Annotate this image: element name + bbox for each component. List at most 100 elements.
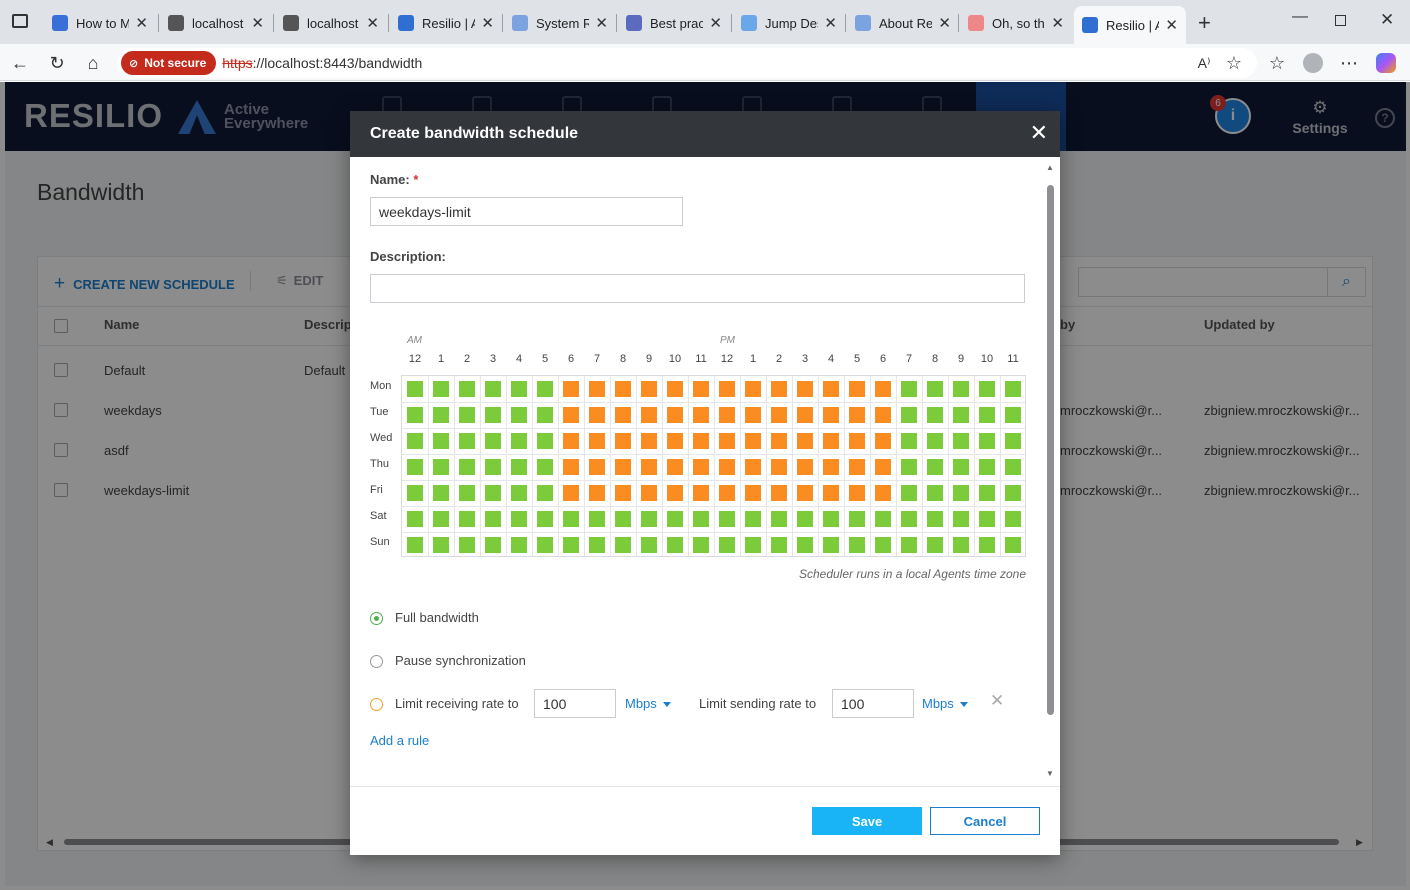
nav-settings[interactable]: ⚙ Settings (1283, 98, 1357, 136)
schedule-cell[interactable] (719, 407, 735, 423)
url-field[interactable]: ⊘ Not secure https://localhost:8443/bandw… (117, 48, 1257, 78)
schedule-cell[interactable] (511, 537, 527, 553)
schedule-cell[interactable] (485, 511, 501, 527)
schedule-cell[interactable] (797, 407, 813, 423)
schedule-cell[interactable] (797, 381, 813, 397)
schedule-cell[interactable] (615, 381, 631, 397)
schedule-cell[interactable] (641, 485, 657, 501)
name-input[interactable]: weekdays-limit (370, 197, 683, 226)
copilot-icon[interactable] (1374, 51, 1398, 75)
schedule-cell[interactable] (615, 511, 631, 527)
schedule-cell[interactable] (459, 381, 475, 397)
close-icon[interactable]: ✕ (1029, 120, 1048, 145)
schedule-cell[interactable] (407, 407, 423, 423)
schedule-cell[interactable] (745, 381, 761, 397)
schedule-cell[interactable] (615, 459, 631, 475)
description-input[interactable] (370, 274, 1025, 303)
schedule-cell[interactable] (693, 433, 709, 449)
schedule-cell[interactable] (511, 433, 527, 449)
schedule-cell[interactable] (693, 459, 709, 475)
schedule-cell[interactable] (771, 433, 787, 449)
schedule-cell[interactable] (641, 407, 657, 423)
schedule-cell[interactable] (745, 459, 761, 475)
schedule-cell[interactable] (771, 381, 787, 397)
schedule-cell[interactable] (407, 433, 423, 449)
tab-actions-icon[interactable] (12, 14, 28, 28)
schedule-cell[interactable] (537, 459, 553, 475)
schedule-cell[interactable] (953, 459, 969, 475)
tab-close-icon[interactable]: ✕ (938, 15, 951, 32)
schedule-cell[interactable] (537, 381, 553, 397)
schedule-cell[interactable] (693, 511, 709, 527)
schedule-cell[interactable] (537, 407, 553, 423)
full-bandwidth-radio[interactable] (370, 612, 383, 625)
schedule-cell[interactable] (771, 537, 787, 553)
schedule-cell[interactable] (667, 537, 683, 553)
tab-close-icon[interactable]: ✕ (1165, 17, 1178, 34)
edit-button[interactable]: ⚟ EDIT (276, 273, 323, 289)
schedule-cell[interactable] (875, 381, 891, 397)
scrollbar-thumb[interactable] (1047, 185, 1054, 715)
dialog-scrollbar[interactable]: ▲ ▼ (1046, 163, 1054, 778)
favorite-star-icon[interactable]: ☆ (1225, 52, 1243, 73)
schedule-cell[interactable] (745, 433, 761, 449)
home-icon[interactable]: ⌂ (87, 52, 99, 73)
schedule-cell[interactable] (745, 407, 761, 423)
schedule-cell[interactable] (1005, 511, 1021, 527)
schedule-cell[interactable] (719, 381, 735, 397)
table-row[interactable]: weekdays mroczkowski@r... zbigniew.mroczko… (38, 390, 1372, 430)
schedule-cell[interactable] (979, 433, 995, 449)
schedule-cell[interactable] (823, 381, 839, 397)
schedule-cell[interactable] (849, 407, 865, 423)
schedule-cell[interactable] (1005, 485, 1021, 501)
schedule-cell[interactable] (589, 537, 605, 553)
schedule-cell[interactable] (875, 485, 891, 501)
new-tab-button[interactable]: + (1198, 10, 1211, 35)
schedule-cell[interactable] (1005, 459, 1021, 475)
tab-close-icon[interactable]: ✕ (709, 15, 722, 32)
schedule-cell[interactable] (589, 511, 605, 527)
schedule-cell[interactable] (901, 433, 917, 449)
table-row[interactable]: weekdays-limit mroczkowski@r... zbigniew.m… (38, 470, 1372, 510)
schedule-cell[interactable] (511, 485, 527, 501)
schedule-cell[interactable] (563, 407, 579, 423)
sending-rate-input[interactable]: 100 (832, 689, 914, 718)
schedule-cell[interactable] (797, 537, 813, 553)
schedule-cell[interactable] (537, 537, 553, 553)
schedule-cell[interactable] (641, 537, 657, 553)
schedule-cell[interactable] (849, 537, 865, 553)
not-secure-badge[interactable]: ⊘ Not secure (121, 51, 217, 75)
schedule-cell[interactable] (979, 381, 995, 397)
schedule-cell[interactable] (953, 407, 969, 423)
browser-tab[interactable]: System Re ✕ (504, 8, 616, 38)
schedule-cell[interactable] (511, 381, 527, 397)
schedule-cell[interactable] (719, 485, 735, 501)
limit-rate-radio[interactable] (370, 698, 383, 711)
schedule-cell[interactable] (641, 433, 657, 449)
add-rule-link[interactable]: Add a rule (370, 733, 430, 748)
tab-close-icon[interactable]: ✕ (1051, 15, 1064, 32)
schedule-cell[interactable] (875, 433, 891, 449)
schedule-cell[interactable] (823, 537, 839, 553)
schedule-cell[interactable] (667, 459, 683, 475)
cancel-button[interactable]: Cancel (930, 807, 1040, 835)
row-checkbox[interactable] (54, 483, 68, 497)
schedule-cell[interactable] (407, 459, 423, 475)
schedule-cell[interactable] (433, 433, 449, 449)
schedule-cell[interactable] (485, 407, 501, 423)
schedule-cell[interactable] (901, 485, 917, 501)
schedule-cell[interactable] (979, 537, 995, 553)
tab-close-icon[interactable]: ✕ (135, 15, 148, 32)
schedule-cell[interactable] (719, 537, 735, 553)
schedule-cell[interactable] (615, 433, 631, 449)
maximize-button[interactable] (1335, 15, 1346, 26)
schedule-cell[interactable] (849, 459, 865, 475)
schedule-cell[interactable] (667, 381, 683, 397)
schedule-cell[interactable] (459, 433, 475, 449)
window-close-button[interactable]: ✕ (1380, 10, 1395, 29)
read-aloud-icon[interactable]: A⁾ (1197, 54, 1211, 71)
schedule-cell[interactable] (459, 511, 475, 527)
browser-tab[interactable]: How to M ✕ (44, 8, 156, 38)
schedule-cell[interactable] (407, 537, 423, 553)
table-row[interactable]: Default Default (38, 350, 1372, 390)
